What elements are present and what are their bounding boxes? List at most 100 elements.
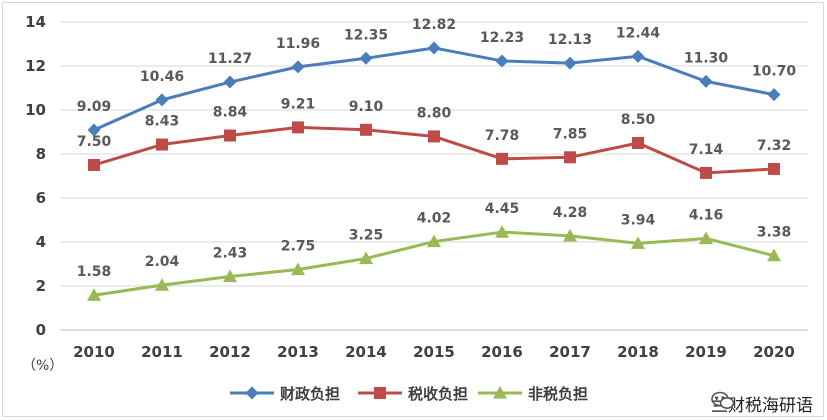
- data-label: 9.10: [349, 99, 384, 115]
- data-point: [292, 121, 304, 134]
- data-point: [224, 129, 236, 142]
- data-point: [427, 234, 441, 248]
- x-tick-label: 2010: [73, 343, 115, 361]
- data-label: 9.09: [77, 99, 112, 115]
- data-label: 4.45: [485, 201, 520, 217]
- data-point: [155, 93, 169, 107]
- data-label: 4.28: [553, 205, 588, 221]
- data-point: [495, 54, 509, 68]
- data-point: [87, 288, 101, 301]
- legend-item-3: 非税负担: [478, 385, 588, 403]
- legend-marker: [374, 387, 386, 399]
- x-tick-label: 2013: [277, 343, 319, 361]
- legend: 财政负担 税收负担 非税负担: [230, 385, 588, 403]
- data-label: 7.32: [757, 138, 792, 154]
- gridlines: [60, 21, 808, 331]
- legend-label: 税收负担: [408, 385, 468, 403]
- x-tick-label: 2020: [753, 343, 795, 361]
- data-point: [87, 123, 101, 137]
- x-tick-label: 2018: [617, 343, 659, 361]
- data-label: 10.70: [752, 64, 797, 80]
- data-label: 8.50: [621, 112, 656, 128]
- data-point: [632, 137, 644, 149]
- data-label: 12.35: [344, 27, 388, 43]
- data-label: 11.96: [276, 36, 320, 52]
- data-labels: 9.09 10.46 11.27 11.96 12.35 12.82 12.23 12.13 1…: [77, 17, 797, 280]
- data-point: [291, 262, 305, 276]
- x-tick-label: 2017: [549, 343, 591, 361]
- data-label: 7.50: [77, 134, 112, 150]
- y-tick-label: 6: [36, 189, 46, 207]
- y-axis-ticks: 0 2 4 6 8 10 12 14: [25, 13, 46, 339]
- data-point: [563, 56, 577, 70]
- data-point: [767, 88, 781, 102]
- y-tick-label: 0: [36, 321, 46, 339]
- y-tick-label: 8: [36, 145, 46, 163]
- data-label: 10.46: [140, 69, 184, 85]
- data-label: 2.75: [281, 239, 316, 255]
- data-label: 12.82: [412, 17, 456, 33]
- x-tick-label: 2012: [209, 343, 251, 361]
- data-point: [427, 41, 441, 55]
- y-tick-label: 10: [25, 101, 46, 119]
- data-label: 3.25: [349, 228, 384, 244]
- data-point: [564, 151, 576, 164]
- data-label: 3.38: [757, 225, 792, 241]
- data-label: 1.58: [77, 264, 112, 280]
- data-point: [631, 236, 645, 249]
- data-label: 7.85: [553, 126, 588, 142]
- x-tick-label: 2015: [413, 343, 455, 361]
- data-label: 7.78: [485, 128, 520, 144]
- y-tick-label: 4: [36, 233, 46, 251]
- x-tick-label: 2019: [685, 343, 727, 361]
- data-label: 8.80: [417, 105, 452, 121]
- legend-marker: [493, 386, 507, 399]
- watermark-text: 兰财税海研语: [711, 396, 813, 416]
- data-point: [223, 269, 237, 283]
- data-label: 3.94: [621, 212, 656, 228]
- data-label: 9.21: [281, 96, 316, 112]
- data-label: 11.30: [684, 50, 729, 66]
- data-point: [360, 123, 372, 136]
- y-tick-label: 2: [36, 277, 46, 295]
- legend-item-2: 税收负担: [358, 385, 468, 403]
- data-point: [88, 159, 100, 171]
- data-label: 8.84: [213, 105, 248, 121]
- series-lines: [87, 41, 781, 301]
- data-point: [563, 228, 577, 242]
- data-label: 12.13: [548, 32, 592, 48]
- data-point: [156, 138, 168, 151]
- legend-item-1: 财政负担: [230, 385, 340, 403]
- data-label: 8.43: [145, 114, 180, 130]
- data-point: [495, 225, 509, 238]
- data-label: 2.04: [145, 254, 180, 270]
- data-point: [223, 75, 237, 89]
- data-point: [428, 130, 440, 143]
- watermark: 兰财税海研语: [711, 391, 813, 416]
- data-point: [699, 74, 713, 88]
- data-label: 4.16: [689, 207, 724, 223]
- data-label: 4.02: [417, 211, 452, 227]
- data-point: [359, 51, 373, 65]
- wechat-icon: [711, 391, 735, 409]
- y-tick-label: 12: [25, 57, 46, 75]
- y-axis-unit: （%）: [22, 358, 63, 374]
- legend-marker: [245, 386, 259, 400]
- x-axis-ticks: 2010 2011 2012 2013 2014 2015 2016 2017 2018 2019…: [73, 343, 795, 361]
- data-point: [496, 152, 508, 165]
- x-tick-label: 2014: [345, 343, 387, 361]
- legend-label: 非税负担: [528, 385, 588, 403]
- x-tick-label: 2011: [141, 343, 183, 361]
- data-label: 2.43: [213, 246, 248, 262]
- data-label: 11.27: [208, 51, 252, 67]
- y-tick-label: 14: [25, 13, 46, 31]
- data-label: 12.23: [480, 30, 524, 46]
- data-label: 12.44: [616, 25, 661, 41]
- data-point: [631, 49, 645, 63]
- data-label: 7.14: [689, 142, 724, 158]
- data-point: [291, 60, 305, 74]
- data-point: [155, 278, 169, 291]
- data-point: [700, 166, 712, 179]
